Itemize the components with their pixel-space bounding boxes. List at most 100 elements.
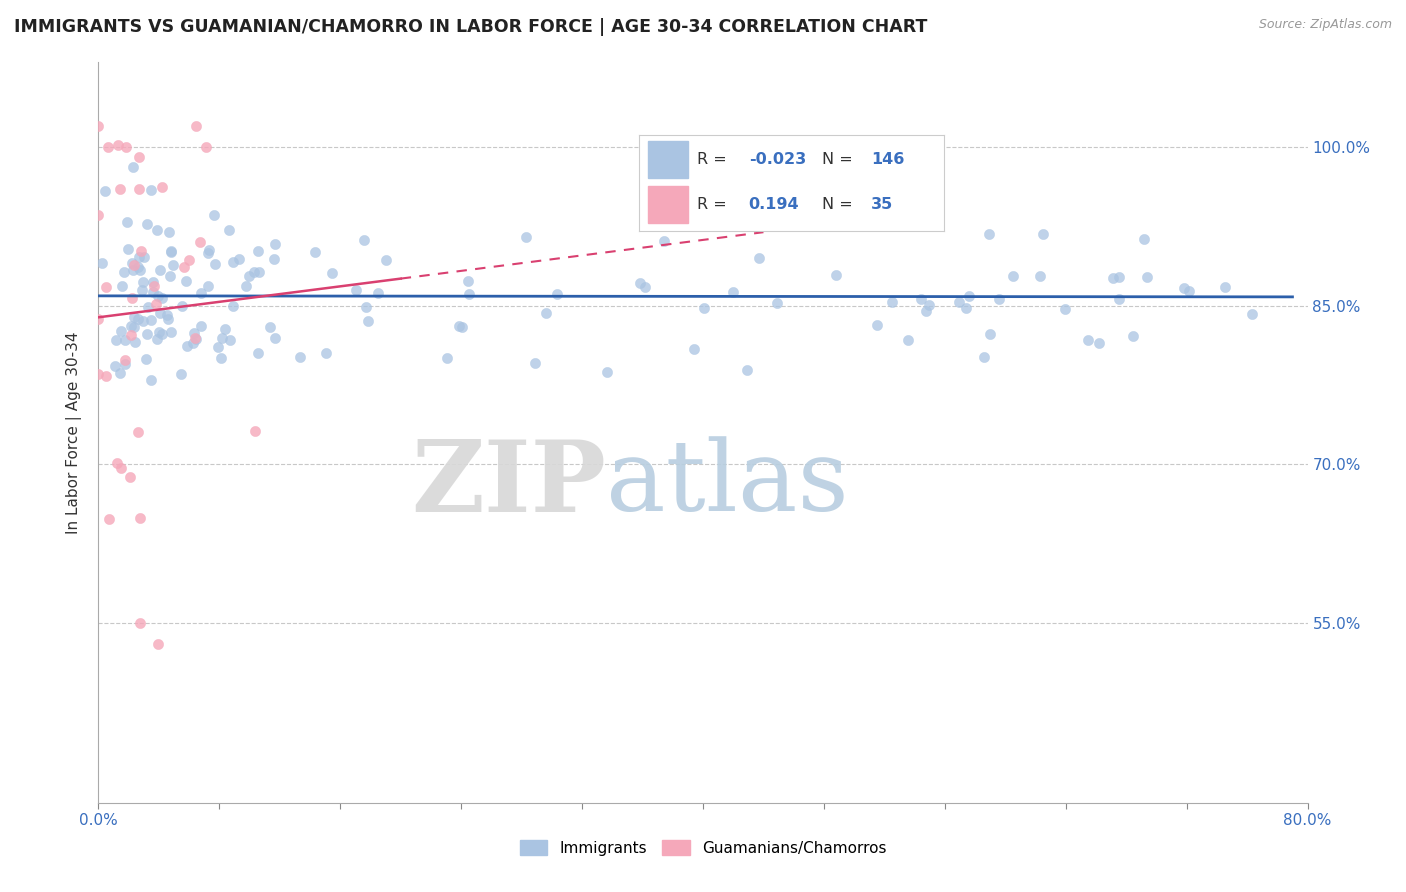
Text: N =: N = [823, 152, 858, 167]
Point [880, 294, 903, 309]
Point [108, 366, 131, 380]
Point [107, 137, 129, 152]
Point [97, 140, 120, 154]
Point [915, 304, 938, 318]
Point [94, 369, 117, 384]
Point [866, 318, 889, 332]
Point [127, 260, 149, 274]
Point [128, 511, 150, 525]
Point [451, 319, 474, 334]
Point [228, 252, 250, 266]
Point [87, 209, 110, 223]
Point [436, 351, 458, 365]
Point [131, 283, 153, 297]
Point [211, 331, 233, 345]
Point [114, 353, 136, 368]
Point [112, 265, 135, 279]
Point [132, 314, 155, 328]
Point [121, 256, 143, 270]
Point [721, 285, 744, 299]
Point [634, 280, 657, 294]
Text: 146: 146 [870, 152, 904, 167]
Point [127, 311, 149, 326]
Point [897, 333, 920, 347]
Point [1178, 284, 1201, 298]
Point [238, 268, 260, 283]
Bar [648, 186, 688, 223]
Point [1002, 269, 1025, 284]
Point [131, 276, 153, 290]
Point [120, 318, 142, 333]
Point [263, 331, 285, 345]
Point [111, 279, 134, 293]
Point [737, 363, 759, 377]
Point [1241, 307, 1264, 321]
Point [765, 296, 787, 310]
Point [181, 336, 204, 351]
Point [290, 350, 312, 364]
Point [162, 258, 184, 272]
Point [129, 244, 152, 258]
Point [304, 245, 326, 260]
Point [1032, 227, 1054, 241]
Point [176, 339, 198, 353]
Point [979, 326, 1001, 341]
Point [1173, 281, 1195, 295]
Point [353, 233, 375, 247]
Point [87, 367, 110, 381]
Point [159, 326, 181, 340]
Text: ZIP: ZIP [412, 436, 606, 533]
Point [1053, 301, 1076, 316]
Point [159, 268, 181, 283]
Point [122, 319, 145, 334]
Text: Source: ZipAtlas.com: Source: ZipAtlas.com [1258, 18, 1392, 31]
Point [177, 253, 200, 268]
Point [104, 334, 127, 348]
Point [1108, 292, 1130, 306]
Text: IMMIGRANTS VS GUAMANIAN/CHAMORRO IN LABOR FORCE | AGE 30-34 CORRELATION CHART: IMMIGRANTS VS GUAMANIAN/CHAMORRO IN LABO… [14, 18, 928, 36]
Point [218, 223, 240, 237]
Point [222, 254, 245, 268]
Text: -0.023: -0.023 [748, 152, 806, 167]
Point [1029, 269, 1052, 284]
Point [988, 292, 1011, 306]
Point [235, 279, 257, 293]
Point [523, 356, 546, 370]
Point [209, 351, 232, 365]
Point [243, 265, 266, 279]
Point [128, 181, 150, 195]
Point [173, 260, 195, 274]
Point [139, 312, 162, 326]
Point [156, 308, 179, 322]
Point [247, 345, 270, 359]
Text: N =: N = [823, 197, 858, 212]
Point [457, 274, 479, 288]
Point [148, 325, 170, 339]
Point [94, 279, 117, 293]
Point [1088, 336, 1111, 351]
Point [146, 223, 169, 237]
Point [114, 333, 136, 347]
Point [748, 251, 770, 265]
Text: 35: 35 [870, 197, 893, 212]
Point [183, 326, 205, 340]
Point [128, 250, 150, 264]
Point [628, 277, 651, 291]
Point [219, 333, 242, 347]
Point [121, 291, 143, 305]
Point [197, 279, 219, 293]
Point [150, 291, 173, 305]
Point [122, 160, 145, 174]
Text: 0.194: 0.194 [748, 197, 800, 212]
Point [374, 252, 396, 267]
Point [259, 320, 281, 334]
Point [98, 512, 121, 526]
Point [683, 342, 706, 356]
Point [198, 244, 221, 258]
Point [128, 263, 150, 277]
Point [145, 332, 167, 346]
Point [135, 351, 157, 366]
Point [186, 119, 208, 133]
Point [948, 294, 970, 309]
Point [120, 328, 142, 343]
